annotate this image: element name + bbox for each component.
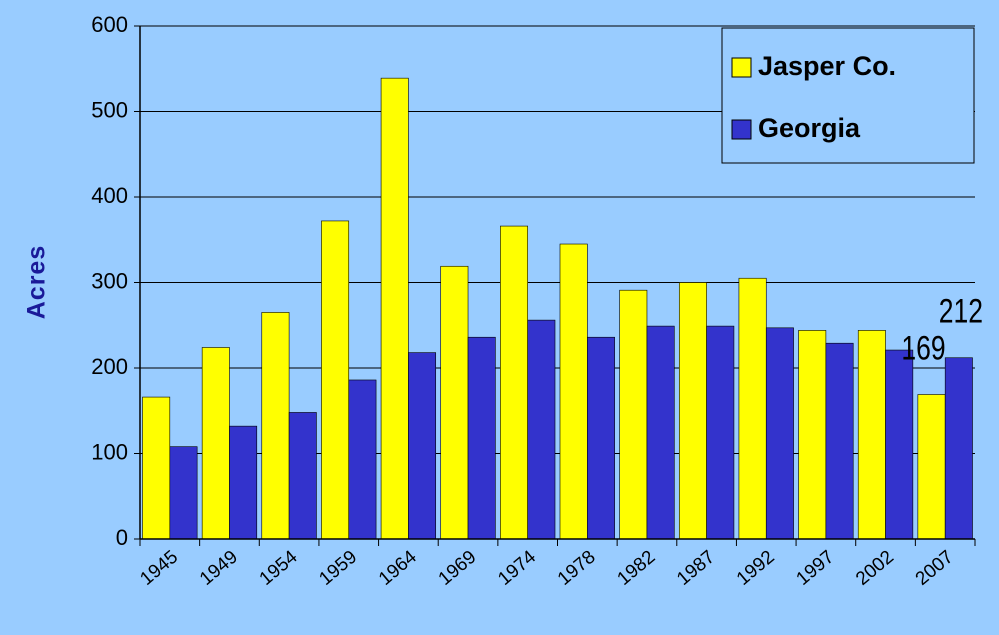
bar <box>288 412 317 540</box>
bar <box>559 243 588 540</box>
bar <box>169 446 198 540</box>
bar <box>706 325 735 540</box>
bar <box>738 277 767 540</box>
bar <box>467 336 496 540</box>
bar <box>619 289 648 540</box>
y-tick-label: 600 <box>91 12 128 37</box>
data-label: 212 <box>939 293 983 331</box>
y-axis-label: Acres <box>23 245 51 320</box>
bar <box>229 425 258 540</box>
x-tick-label: 1945 <box>136 547 182 590</box>
bar <box>261 312 290 540</box>
y-tick-label: 500 <box>91 97 128 122</box>
y-tick-label: 100 <box>91 439 128 464</box>
x-tick-label: 1992 <box>733 547 779 590</box>
bar <box>678 282 707 540</box>
bar <box>885 349 914 540</box>
x-tick-label: 1969 <box>435 547 481 590</box>
x-tick-label: 2007 <box>912 547 958 590</box>
y-tick-label: 300 <box>91 268 128 293</box>
bar <box>348 379 377 540</box>
bar <box>825 342 854 540</box>
bar <box>917 394 946 540</box>
bar <box>646 325 675 540</box>
bar <box>857 330 886 540</box>
x-tick-label: 1964 <box>375 546 421 590</box>
bar <box>321 220 350 540</box>
y-tick-label: 400 <box>91 183 128 208</box>
x-tick-label: 1987 <box>673 547 719 590</box>
bar <box>798 330 827 540</box>
data-label: 169 <box>901 329 945 367</box>
bar <box>944 357 973 540</box>
x-tick-label: 1982 <box>614 547 660 590</box>
legend-swatch <box>731 57 752 78</box>
bar <box>587 336 615 540</box>
legend-swatch <box>731 119 752 140</box>
bar <box>500 225 528 540</box>
y-tick-label: 0 <box>116 525 128 550</box>
legend-label: Jasper Co. <box>758 51 896 81</box>
x-tick-label: 1954 <box>256 546 302 590</box>
bar <box>201 347 230 540</box>
x-tick-label: 1959 <box>315 547 361 590</box>
legend-label: Georgia <box>758 113 861 143</box>
x-tick-label: 1974 <box>494 546 540 590</box>
bar <box>440 265 469 540</box>
legend-box <box>721 27 975 164</box>
y-tick-label: 200 <box>91 354 128 379</box>
x-tick-label: 1949 <box>196 547 242 590</box>
x-tick-label: 2002 <box>852 547 898 590</box>
x-tick-label: 1978 <box>554 547 600 590</box>
bar <box>142 396 171 540</box>
x-tick-label: 1997 <box>792 547 838 590</box>
bar <box>408 352 437 540</box>
bar <box>765 327 794 540</box>
bar <box>527 319 556 540</box>
bar <box>380 77 409 540</box>
